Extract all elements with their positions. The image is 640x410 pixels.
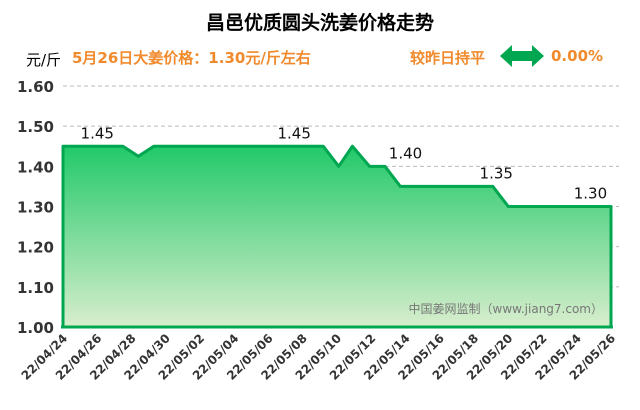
data-label: 1.45 [81,124,114,142]
chart-title: 昌邑优质圆头洗姜价格走势 [205,12,434,34]
y-tick-label: 1.60 [17,78,54,96]
data-label: 1.45 [277,124,310,142]
watermark: 中国姜网监制（www.jiang7.com） [409,301,603,316]
y-tick-label: 1.20 [17,239,54,257]
double-arrow-icon [500,45,544,67]
data-label: 1.30 [574,185,607,203]
data-label: 1.40 [389,144,422,162]
area-fill [63,146,611,327]
y-tick-label: 1.00 [17,319,54,337]
y-axis-unit: 元/斤 [26,51,62,69]
y-tick-label: 1.10 [17,279,54,297]
y-tick-label: 1.40 [17,158,54,176]
y-tick-label: 1.30 [17,199,54,217]
change-percent: 0.00% [551,47,604,65]
data-label: 1.35 [480,164,513,182]
price-headline: 5月26日大姜价格：1.30元/斤左右 [72,49,311,67]
series-line [61,144,613,327]
compare-label: 较昨日持平 [410,49,486,67]
y-tick-label: 1.50 [17,118,54,136]
